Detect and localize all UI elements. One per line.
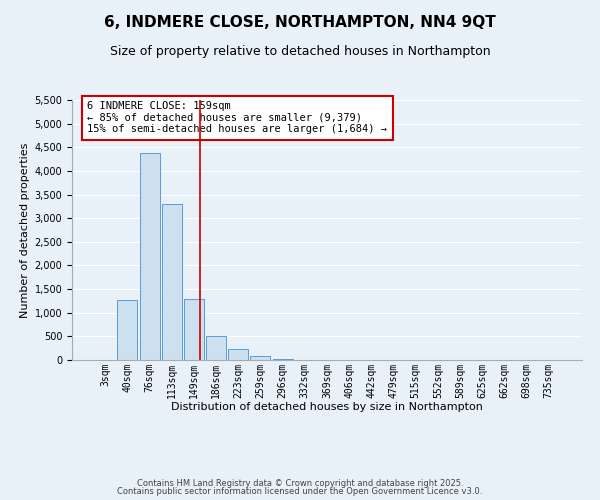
Bar — [118, 300, 137, 360]
Text: 6 INDMERE CLOSE: 159sqm
← 85% of detached houses are smaller (9,379)
15% of semi: 6 INDMERE CLOSE: 159sqm ← 85% of detache… — [88, 102, 388, 134]
Bar — [162, 204, 182, 360]
X-axis label: Distribution of detached houses by size in Northampton: Distribution of detached houses by size … — [171, 402, 483, 412]
Text: Contains public sector information licensed under the Open Government Licence v3: Contains public sector information licen… — [118, 487, 482, 496]
Y-axis label: Number of detached properties: Number of detached properties — [20, 142, 30, 318]
Text: 6, INDMERE CLOSE, NORTHAMPTON, NN4 9QT: 6, INDMERE CLOSE, NORTHAMPTON, NN4 9QT — [104, 15, 496, 30]
Bar — [184, 299, 204, 360]
Bar — [206, 336, 226, 360]
Text: Contains HM Land Registry data © Crown copyright and database right 2025.: Contains HM Land Registry data © Crown c… — [137, 478, 463, 488]
Text: Size of property relative to detached houses in Northampton: Size of property relative to detached ho… — [110, 45, 490, 58]
Bar — [250, 356, 271, 360]
Bar — [228, 349, 248, 360]
Bar — [272, 358, 293, 360]
Bar — [140, 153, 160, 360]
